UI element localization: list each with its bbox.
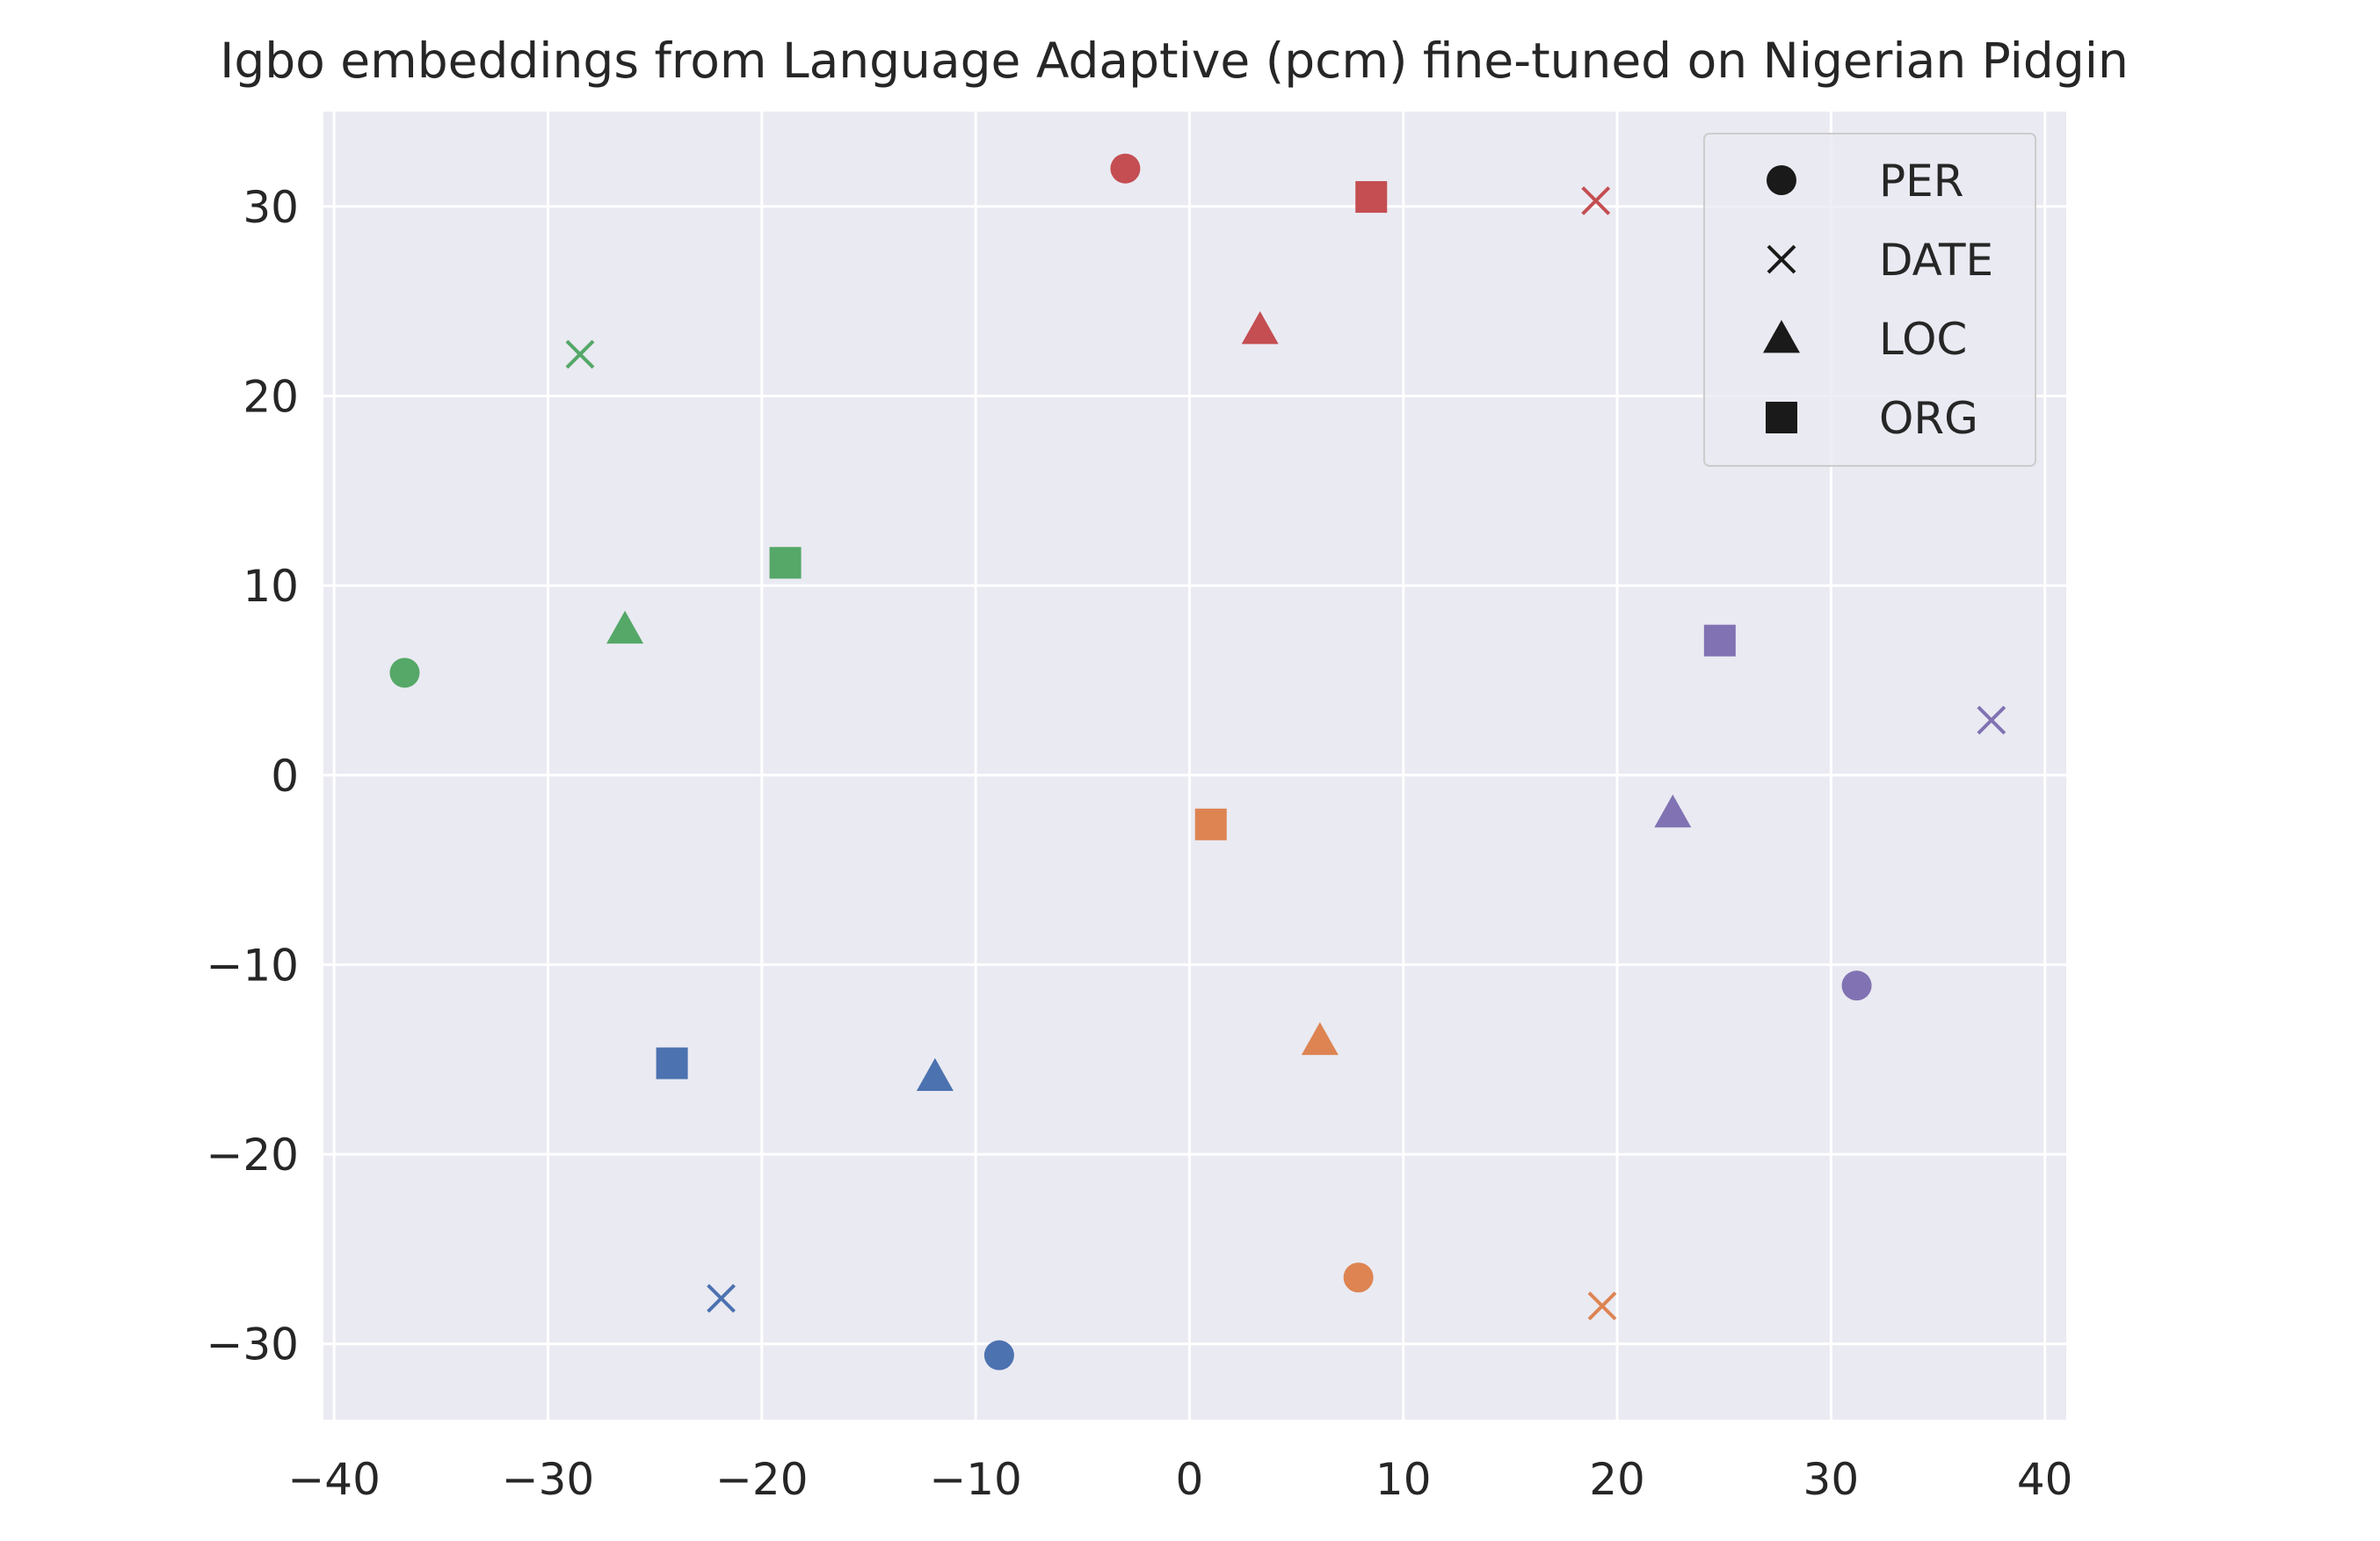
x-tick-label: 10 xyxy=(1375,1454,1432,1505)
x-tick-label: 0 xyxy=(1176,1454,1204,1505)
x-tick-label: −20 xyxy=(715,1454,809,1505)
y-tick-label: 30 xyxy=(243,182,299,233)
x-tick-label: 20 xyxy=(1589,1454,1645,1505)
y-tick-label: −30 xyxy=(206,1319,299,1370)
data-point-x xyxy=(1977,705,2006,735)
data-point-square xyxy=(1194,808,1227,840)
legend-box xyxy=(1703,133,2036,467)
legend-marker-x-icon xyxy=(1767,244,1796,274)
y-tick-label: −10 xyxy=(206,940,299,991)
data-point-triangle xyxy=(916,1058,954,1092)
y-axis-ticks: −30 −20 −10 0 10 20 30 xyxy=(206,182,299,1370)
y-tick-label: 10 xyxy=(243,561,299,612)
data-points xyxy=(389,153,2006,1370)
legend-label: ORG xyxy=(1879,393,1978,444)
legend-label: LOC xyxy=(1879,314,1967,365)
x-tick-label: −40 xyxy=(287,1454,381,1505)
data-point-triangle xyxy=(1654,794,1692,828)
legend-label: PER xyxy=(1879,156,1963,207)
x-tick-label: −30 xyxy=(502,1454,595,1505)
data-point-square xyxy=(1703,624,1736,657)
data-point-circle xyxy=(1343,1262,1374,1293)
data-point-square xyxy=(656,1047,688,1079)
data-point-circle xyxy=(983,1340,1014,1370)
x-tick-label: −10 xyxy=(929,1454,1022,1505)
legend-marker-triangle-icon xyxy=(1763,320,1800,353)
data-point-triangle xyxy=(1301,1021,1339,1056)
x-tick-label: 40 xyxy=(2017,1454,2073,1505)
data-point-circle xyxy=(1841,970,1872,1001)
x-tick-label: 30 xyxy=(1803,1454,1860,1505)
data-point-x xyxy=(1587,1291,1617,1321)
data-point-triangle xyxy=(606,610,644,644)
data-point-square xyxy=(769,547,802,579)
data-point-square xyxy=(1355,181,1388,214)
data-point-circle xyxy=(1110,153,1141,184)
data-point-triangle xyxy=(1241,311,1279,345)
legend-marker-circle-icon xyxy=(1767,165,1796,195)
data-point-circle xyxy=(389,658,420,688)
y-tick-label: 20 xyxy=(243,371,299,422)
y-tick-label: 0 xyxy=(271,751,299,802)
y-tick-label: −20 xyxy=(206,1130,299,1181)
x-axis-ticks: −40 −30 −20 −10 0 10 20 30 40 xyxy=(287,1454,2072,1505)
data-point-x xyxy=(1581,185,1611,215)
data-point-x xyxy=(565,339,595,369)
data-point-x xyxy=(707,1283,736,1313)
legend: PER DATE LOC ORG xyxy=(1703,133,2036,467)
legend-marker-square-icon xyxy=(1766,402,1797,433)
chart-title: Igbo embeddings from Language Adaptive (… xyxy=(220,33,2129,89)
legend-label: DATE xyxy=(1879,235,1993,286)
